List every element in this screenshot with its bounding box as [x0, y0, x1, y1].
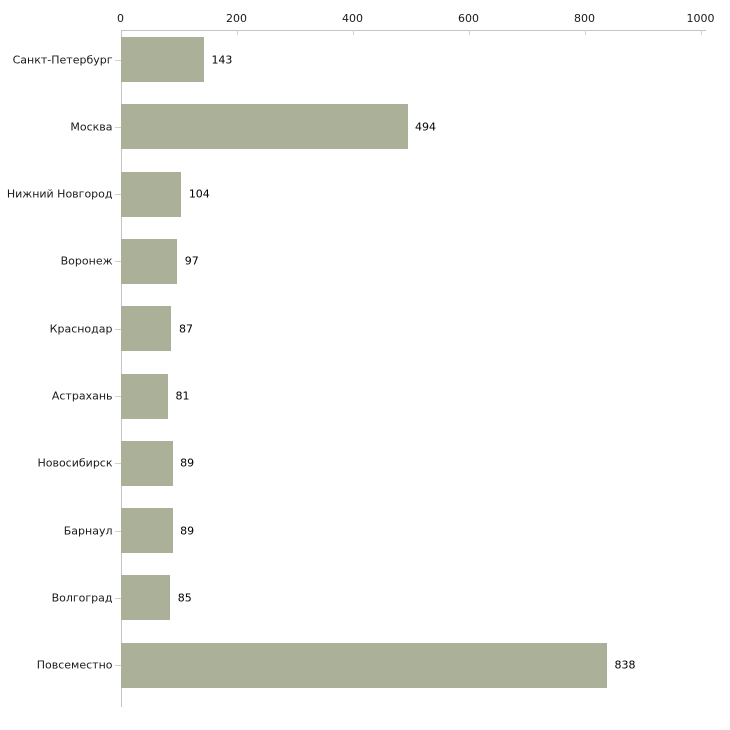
- y-axis-tick: [114, 328, 121, 330]
- category-label: Астрахань: [51, 389, 113, 403]
- x-axis-tick: [236, 30, 238, 35]
- category-label: Повсеместно: [36, 658, 113, 672]
- value-label: 494: [415, 120, 437, 134]
- category-label: Волгоград: [51, 591, 113, 605]
- category-label: Новосибирск: [37, 456, 113, 470]
- bar: [121, 642, 608, 688]
- y-axis-tick: [114, 126, 121, 128]
- x-axis-tick: [352, 30, 354, 35]
- y-axis-tick: [114, 194, 121, 196]
- y-axis-line: [120, 30, 122, 707]
- value-label: 97: [184, 254, 199, 268]
- bar: [121, 37, 204, 82]
- bar: [121, 238, 178, 284]
- x-axis-tick: [584, 30, 586, 35]
- value-label: 89: [180, 524, 195, 538]
- bar: [121, 306, 172, 352]
- y-axis-tick: [114, 261, 121, 263]
- x-axis-tick-label: 400: [342, 12, 363, 25]
- bar: [121, 575, 171, 621]
- category-label: Санкт-Петербург: [12, 53, 113, 66]
- x-axis-tick-label: 200: [226, 12, 247, 25]
- x-axis-tick: [468, 30, 470, 35]
- bar: [121, 440, 173, 486]
- value-label: 81: [175, 389, 190, 403]
- y-axis-tick: [114, 59, 121, 61]
- y-axis-tick: [114, 463, 121, 465]
- value-label: 87: [178, 322, 193, 336]
- y-axis-tick: [114, 597, 121, 599]
- x-axis-tick: [700, 30, 702, 35]
- x-axis-tick-label: 0: [117, 12, 124, 25]
- bar: [121, 104, 408, 150]
- x-axis-tick-label: 800: [574, 12, 595, 25]
- value-label: 104: [188, 187, 210, 201]
- x-axis-line: [120, 30, 706, 31]
- bar: [121, 508, 173, 554]
- category-label: Москва: [70, 120, 113, 134]
- category-label: Нижний Новгород: [6, 187, 113, 201]
- category-label: Воронеж: [60, 254, 113, 268]
- value-label: 143: [211, 53, 233, 66]
- category-label: Краснодар: [49, 322, 113, 336]
- value-label: 89: [180, 456, 195, 470]
- bar: [121, 171, 182, 217]
- x-axis-tick-label: 600: [458, 12, 479, 25]
- y-axis-tick: [114, 530, 121, 532]
- value-label: 838: [614, 658, 636, 672]
- bar: [121, 373, 168, 419]
- value-label: 85: [177, 591, 192, 605]
- y-axis-tick: [114, 665, 121, 667]
- y-axis-tick: [114, 396, 121, 397]
- x-axis-tick-label: 1000: [686, 12, 715, 25]
- category-label: Барнаул: [63, 524, 113, 538]
